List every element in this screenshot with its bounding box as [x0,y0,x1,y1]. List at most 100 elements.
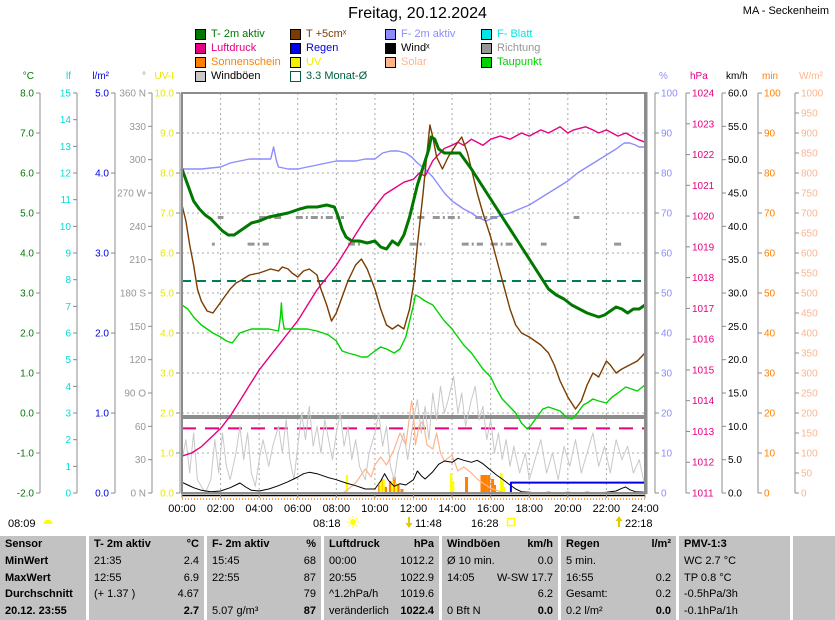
axis-label: 900 [801,129,818,140]
axis-label: 1015 [692,365,715,376]
axis-label: 6.0 [160,249,174,260]
axis-label: 1.0 [160,449,174,460]
axis-label: 22:18 [625,518,653,530]
axis-label: 0.0 [20,409,34,420]
legend-item-solar: Solar [385,55,481,69]
sun-low-icon [43,519,53,524]
axis-label: 650 [801,229,818,240]
axis-label: ° [142,71,146,82]
legend-item-luftdruck: Luftdruck [195,41,290,55]
axis-label: 00:00 [168,503,196,515]
legend-item-t-5cm: T +5cmˣ [290,27,385,41]
series-t-2m-aktiv [180,135,646,319]
cell-value: 0.2 [655,588,671,601]
axis-label: 30 [764,369,776,380]
time-markers: 08:09 08:18 11:48 16:28 22:18 [8,516,653,530]
axis-label: 350 [801,349,818,360]
axis-label: 15.0 [728,389,748,400]
axis-label: 02:00 [207,503,235,515]
axis-label: 3 [65,409,71,420]
table-cell-row: 0.2 l/m² 0.0 [561,603,676,620]
cell-value: 6.9 [183,571,199,584]
table-col-f-2m: F- 2m aktiv% 15:45 68 22:55 87 79 5.07 g/m³ 87 [207,536,321,620]
col-unit: % [306,538,316,550]
table-cell-row: 6.2 [442,586,558,603]
cell-value: 0.0 [655,605,671,618]
axis-label: 0 [764,489,770,500]
axis-label: 70 [764,209,776,220]
axis-label: 550 [801,269,818,280]
axis-label: 10 [60,222,72,233]
table-row-label: MinWert [0,553,86,570]
table-header-row: PMV-1:3 [679,536,790,553]
uv-bar [394,483,398,493]
axis-label: 1000 [801,89,824,100]
axis-label: 11:48 [415,518,442,530]
cell-value: 1019.6 [400,588,434,601]
axis-label: 15 [60,89,72,100]
chart-legend: T- 2m aktiv T +5cmˣ F- 2m aktiv F- Blatt Luf… [195,27,601,83]
axis-label: 0 [661,489,667,500]
axis-label: 1018 [692,273,715,284]
legend-swatch-solar [385,56,396,68]
axis-label: 1011 [692,489,714,500]
table-header-row: Windböen km/h [442,536,558,553]
axis-label: 30 [135,455,147,466]
legend-swatch-sonnenschein [195,56,206,68]
cell-text: Ø 10 min. [447,554,495,567]
sun-ray [348,517,351,520]
axis-label: 180 S [120,289,146,300]
axis-label: 100 [661,89,678,100]
cell-text: Gesamt: [566,588,608,601]
axis-label: 20:00 [554,503,582,515]
legend-swatch-monats-mittel [290,70,301,82]
row-label: Sensor [5,538,43,550]
axis-label: 80 [764,169,776,180]
axis-label: 50 [661,289,673,300]
cell-value: 0.0 [537,554,553,567]
cell-value: 68 [303,554,316,567]
axis-label: 1.0 [20,369,34,380]
series-taupunkt [181,294,646,430]
table-cell-row: Gesamt: 0.2 [561,586,676,603]
axis-label: 40 [764,329,776,340]
sunshine-bar [388,481,392,493]
axis-label: 1019 [692,242,715,253]
table-cell-row: 0 Bft N 0.0 [442,603,558,620]
uv-bars [345,473,506,493]
axis-label: 40.0 [728,222,748,233]
table-cell-row: ^1.2hPa/h 1019.6 [324,586,439,603]
axis-label: 30.0 [728,289,748,300]
legend-label-taupunkt: Taupunkt [497,56,542,68]
axis-label: 2.0 [95,329,109,340]
col-header: Regen [566,538,600,550]
series-f-2m-aktiv [182,142,645,222]
legend-swatch-luftdruck [195,42,206,54]
axis-label: 60 [135,422,147,433]
legend-swatch-richtung [481,42,492,54]
table-row-label: 20.12. 23:55 [0,603,86,620]
cell-value: 87 [303,571,316,584]
table-cell-row: veränderlich 1022.4 [324,603,439,620]
axis-label: 1016 [692,335,715,346]
axis-label: 10:00 [361,503,389,515]
series-windboeen [181,375,646,494]
col-header: Windböen [447,538,501,550]
legend-item-windboeen: Windböen [195,69,290,83]
axis-label: 0.0 [95,489,109,500]
series-solar [341,400,505,494]
sun-icon [350,519,356,525]
axis-label: 850 [801,149,818,160]
axis-label: 100 [801,449,818,460]
sunshine-bar [491,479,495,493]
axis-label: 240 [129,222,146,233]
legend-label-sonnenschein: Sonnenschein [211,56,281,68]
axis-label: -2.0 [17,489,35,500]
legend-label-luftdruck: Luftdruck [211,42,257,54]
table-cell-row: 5.07 g/m³ 87 [207,603,321,620]
axis-label: 7 [65,302,71,313]
axis-label: 30 [661,369,673,380]
axis-label: 10.0 [728,422,748,433]
axis-label: 450 [801,309,818,320]
